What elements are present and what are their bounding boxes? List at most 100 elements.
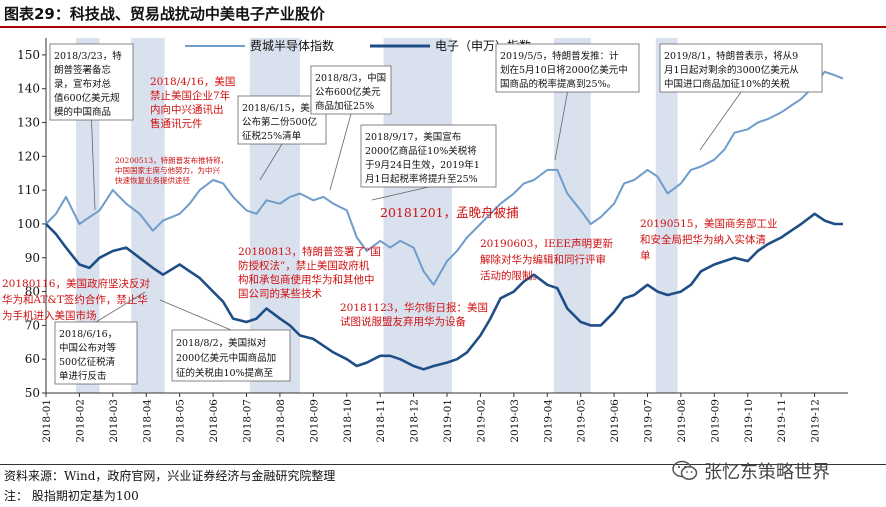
event-shading-group (76, 38, 678, 393)
annotation-line: 售通讯元件 (150, 117, 203, 130)
x-tick-label: 2019-10 (743, 399, 755, 443)
annotation-leader-line (371, 186, 429, 201)
x-tick-label: 2018-09 (308, 399, 320, 443)
annotation-box (659, 43, 823, 93)
annotation-box (495, 43, 640, 93)
chart-axes: 50 60 70 80 90 100 110 120 130 140 150 2018-01 2018-… (17, 38, 848, 443)
annotation-line: 2018/6/15，美国 (242, 102, 319, 114)
annotation-line: 朗普签署备忘 (54, 64, 112, 76)
chart-legend: 费城半导体指数 电子（申万）指数 (185, 38, 531, 53)
annotation-line: 2018/6/16， (59, 329, 117, 340)
x-tick-label: 2019-06 (609, 399, 621, 443)
annotation-line: 2018/4/16，美国 (150, 75, 235, 88)
annotation-line: 划在5月10日将2000亿美元中 (500, 64, 628, 76)
annotation-2: 20200513，特朗普发布推特称，中国国家主席与他努力，为中兴快速恢复业务提供… (115, 155, 228, 185)
annotation-line: 国公司的某些技术 (238, 287, 322, 300)
y-tick-label: 50 (25, 386, 40, 400)
annotation-line: 解除对华为编辑和同行评审 (480, 253, 606, 266)
annotation-line: 2019/5/5，特朗普发推：计 (500, 50, 619, 62)
wechat-icon (672, 460, 698, 480)
y-tick-label: 60 (25, 352, 40, 366)
annotation-leader-line (159, 299, 232, 331)
annotation-leader-line (259, 143, 283, 181)
annotation-box (54, 321, 138, 385)
annotation-line: 2000亿美元中国商品加 (176, 352, 276, 364)
annotation-line: 构和承包商使用华为和其他中 (238, 273, 375, 286)
shade-band-5 (655, 38, 678, 393)
x-tick-label: 2019-08 (676, 399, 688, 443)
annotation-line: 国商品的税率提高到25%。 (500, 78, 616, 90)
annotation-line: 征的关税由10%提高至 (176, 367, 273, 379)
annotation-line: 华为和AT&T签约合作，禁止华 (2, 293, 148, 306)
x-tick-label: 2019-01 (442, 399, 454, 443)
x-tick-label: 2018-05 (175, 399, 187, 443)
annotation-line: 月1日起税率将提升至25% (365, 173, 478, 185)
x-tick-label: 2019-03 (509, 399, 521, 443)
x-tick-label: 2019-02 (475, 399, 487, 443)
figure-title: 图表29：科技战、贸易战扰动中美电子产业股价 (4, 5, 325, 23)
annotation-leader-line (91, 119, 96, 211)
annotation-line: 20181123，华尔街日报：美国 (340, 301, 488, 314)
annotation-line: 公布第二份500亿 (242, 116, 317, 128)
annotation-line: 值600亿美元规 (54, 92, 120, 104)
x-tick-label: 2019-12 (810, 399, 822, 443)
annotation-line: 20190515，美国商务部工业 (640, 217, 777, 230)
annotation-line: 2018/9/17，美国宣布 (365, 131, 461, 143)
annotation-box (171, 329, 291, 382)
annotation-box (310, 65, 392, 115)
annotation-line: 为手机进入美国市场 (2, 309, 97, 322)
x-tick-label: 2019-04 (542, 399, 554, 443)
annotation-line: 单 (640, 250, 651, 262)
series-line-1 (45, 212, 843, 371)
annotation-leader-line (554, 91, 568, 161)
annotation-line: 20180116，美国政府坚决反对 (2, 277, 150, 290)
y-tick-label: 110 (17, 183, 40, 197)
x-tick-label: 2018-12 (409, 399, 421, 443)
annotation-10: 20180813，特朗普签署了“国防授权法”，禁止美国政府机构和承包商使用华为和… (238, 245, 381, 300)
x-tick-label: 2019-05 (576, 399, 588, 443)
shade-band-3 (383, 38, 453, 393)
annotation-line: 20190603，IEEE声明更新 (480, 237, 614, 250)
annotation-line: 禁止美国企业7年 (150, 89, 230, 102)
annotation-9: 20180116，美国政府坚决反对华为和AT&T签约合作，禁止华为手机进入美国市… (2, 277, 150, 322)
annotation-line: 中国公布对等 (59, 342, 117, 354)
legend-label-sox: 费城半导体指数 (250, 38, 334, 53)
footer-divider (0, 464, 886, 465)
annotation-line: 2018/8/3，中国 (315, 72, 386, 84)
annotation-line: 2000亿商品征10%关税将 (365, 145, 477, 157)
annotation-line: 2018/8/2，美国拟对 (176, 337, 267, 349)
x-tick-label: 2019-11 (776, 399, 788, 443)
watermark: 张忆东策略世界 (672, 458, 830, 484)
annotation-line: 快速恢复业务提供途径 (115, 175, 190, 185)
x-tick-label: 2018-03 (108, 399, 120, 443)
annotation-line: 20200513，特朗普发布推特称， (115, 155, 228, 165)
annotation-line: 500亿征税清 (59, 356, 116, 368)
x-tick-label: 2018-07 (242, 399, 254, 443)
annotation-line: 和安全局把华为纳入实体清 (640, 233, 766, 246)
index-note: 注： 股指期初定基为100 (4, 489, 139, 503)
y-tick-label: 90 (25, 251, 40, 265)
y-tick-label: 70 (25, 318, 40, 332)
annotation-box (360, 124, 497, 188)
source-note: 资料来源：Wind，政府官网，兴业证券经济与金融研究院整理 (4, 469, 336, 483)
y-tick-label: 140 (17, 82, 40, 96)
y-tick-label: 100 (17, 217, 40, 231)
x-tick-label: 2018-06 (208, 399, 220, 443)
annotation-line: 防授权法”，禁止美国政府机 (238, 259, 370, 272)
annotation-line: 单进行反击 (59, 370, 107, 382)
annotation-line: 模的中国商品 (54, 106, 111, 118)
x-tick-label: 2018-11 (375, 399, 387, 443)
x-tick-label: 2019-09 (709, 399, 721, 443)
annotation-line: 2019/8/1，特朗普表示，将从9 (664, 50, 798, 62)
series-line-0 (45, 70, 844, 286)
annotation-line: 20181201，孟晚舟被捕 (380, 205, 519, 220)
